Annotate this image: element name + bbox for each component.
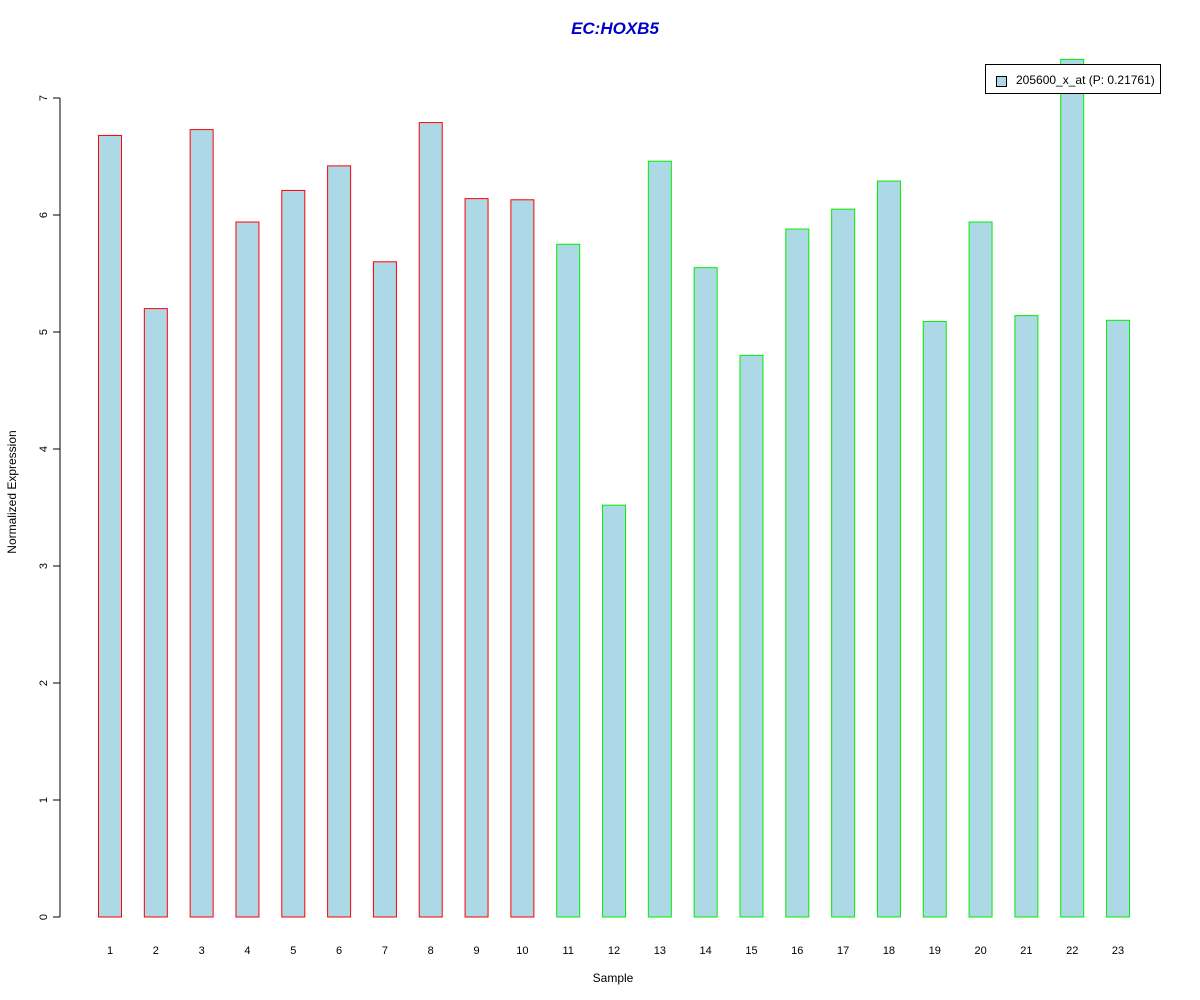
bar-sample-23	[1106, 319, 1131, 918]
bar-sample-22	[1060, 58, 1085, 918]
x-tick-label: 5	[290, 945, 296, 957]
x-tick-label: 15	[745, 945, 757, 957]
y-axis: 0 1 2 3 4 5 6 7	[38, 95, 61, 920]
bar-sample-5	[281, 189, 306, 918]
bar-sample-19	[922, 320, 947, 918]
x-tick-label: 16	[791, 945, 803, 957]
x-tick-labels: 1 2 3 4 5 6 7 8 9 10 11 12 13 14 15 16 17 18 19 20 21 22 23	[107, 945, 1124, 957]
bar-sample-20	[968, 221, 993, 918]
x-tick-label: 8	[428, 945, 434, 957]
y-tick-label: 2	[38, 680, 50, 686]
x-tick-label: 23	[1112, 945, 1124, 957]
legend-swatch	[996, 76, 1007, 87]
x-axis-label: Sample	[592, 971, 634, 985]
x-tick-label: 22	[1066, 945, 1078, 957]
x-tick-label: 13	[654, 945, 666, 957]
bar-sample-13	[647, 160, 672, 918]
bar-sample-4	[235, 221, 260, 918]
bar-sample-8	[418, 122, 443, 918]
y-tick-label: 6	[38, 212, 50, 218]
bar-sample-18	[876, 180, 901, 918]
y-tick-label: 3	[38, 563, 50, 569]
bar-sample-6	[327, 165, 352, 918]
bar-sample-9	[464, 198, 489, 918]
bar-sample-7	[372, 261, 397, 918]
legend: 205600_x_at (P: 0.21761)	[985, 64, 1161, 94]
bars	[98, 58, 1131, 918]
x-tick-label: 2	[153, 945, 159, 957]
y-tick-label: 7	[38, 95, 50, 101]
bar-sample-17	[831, 208, 856, 918]
x-tick-label: 19	[929, 945, 941, 957]
x-tick-label: 7	[382, 945, 388, 957]
y-tick-label: 1	[38, 797, 50, 803]
x-tick-label: 9	[473, 945, 479, 957]
bar-sample-10	[510, 199, 535, 918]
x-tick-label: 14	[700, 945, 712, 957]
bar-sample-1	[98, 134, 122, 918]
x-tick-label: 17	[837, 945, 849, 957]
x-tick-label: 10	[516, 945, 528, 957]
y-axis-label: Normalized Expression	[5, 430, 19, 554]
bar-sample-14	[693, 267, 718, 918]
bar-sample-11	[556, 243, 581, 918]
x-tick-label: 1	[107, 945, 113, 957]
x-tick-label: 20	[974, 945, 986, 957]
y-tick-label: 4	[38, 446, 50, 452]
bar-sample-15	[739, 354, 764, 918]
y-tick-label: 5	[38, 329, 50, 335]
bar-sample-21	[1014, 315, 1039, 918]
bar-sample-2	[143, 308, 168, 918]
bar-sample-3	[189, 129, 214, 918]
bar-sample-16	[785, 228, 810, 918]
x-tick-label: 11	[562, 945, 573, 957]
chart-title: EC:HOXB5	[571, 19, 659, 38]
x-tick-label: 12	[608, 945, 620, 957]
x-tick-label: 3	[199, 945, 205, 957]
x-tick-label: 4	[244, 945, 250, 957]
x-tick-label: 6	[336, 945, 342, 957]
x-tick-label: 21	[1020, 945, 1032, 957]
y-tick-label: 0	[38, 914, 50, 920]
bar-sample-12	[602, 504, 627, 918]
x-tick-label: 18	[883, 945, 895, 957]
legend-label: 205600_x_at (P: 0.21761)	[1016, 73, 1155, 87]
